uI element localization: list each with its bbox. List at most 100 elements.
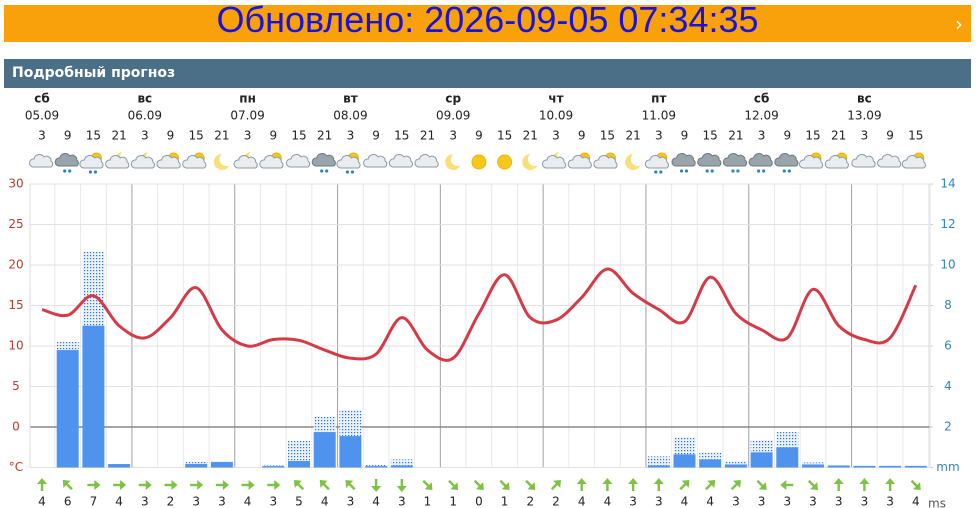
precip-possible (647, 456, 670, 466)
precip-bar (262, 466, 285, 468)
cloud (542, 155, 567, 169)
wind-arrow-head (396, 486, 407, 492)
precip-bar (904, 465, 927, 468)
wind-arrow (499, 479, 510, 490)
y-tick-label: °C (9, 460, 23, 474)
y-tick-label: 30 (8, 177, 23, 191)
drop (684, 169, 689, 173)
y-tick-label: 10 (8, 339, 23, 353)
drop (68, 169, 72, 173)
hour: 15 (394, 129, 409, 143)
weekday: пн (239, 92, 256, 106)
precip-possible (365, 465, 388, 467)
cloud (877, 154, 902, 168)
drop (654, 170, 658, 174)
hour: 21 (831, 129, 846, 143)
wind-speed: 3 (809, 495, 817, 508)
banner-arrow[interactable]: › (955, 12, 963, 36)
cloud (259, 155, 284, 169)
weekday: вт (343, 92, 358, 106)
wind-arrow (653, 478, 664, 491)
wind-arrow-head (450, 482, 459, 490)
wind-arrow (190, 480, 204, 490)
wind-arrow (37, 478, 47, 491)
precip-possible (262, 465, 285, 467)
hour: 15 (86, 129, 101, 143)
y2-tick-label: 6 (944, 339, 952, 353)
wind-speed: 3 (886, 495, 894, 508)
wind-speed: 2 (167, 495, 175, 508)
wind-speed: 2 (526, 495, 534, 508)
precip-bar (776, 447, 799, 468)
hour: 15 (189, 129, 204, 143)
weather-icon (877, 154, 902, 168)
wind-arrow-head (37, 478, 47, 484)
wind-arrow (833, 478, 844, 491)
precip-possible (699, 452, 722, 460)
y-tick-label: 25 (8, 217, 23, 231)
weather-icon (625, 152, 645, 170)
weekday: сб (754, 92, 770, 106)
moon-shade (630, 152, 645, 166)
wind-arrow-head (553, 480, 561, 488)
precip-possible (210, 461, 233, 463)
y2-tick-label: 4 (944, 379, 952, 393)
wind-speed: 4 (912, 495, 920, 508)
cloud (644, 155, 669, 169)
weather-icon (286, 154, 311, 168)
wind-speed: 4 (578, 495, 586, 508)
precip-bar (647, 465, 670, 468)
sun (497, 154, 513, 170)
cloud (799, 155, 824, 169)
wind-arrow-head (248, 480, 255, 490)
cloud (233, 155, 258, 169)
precip-possible (390, 459, 413, 466)
date: 13.09 (847, 109, 881, 123)
wind-arrow (396, 479, 407, 492)
section-header: Подробный прогноз (4, 59, 971, 88)
weekday: вс (137, 92, 152, 106)
wind-speed: 3 (783, 495, 791, 508)
weather-icon (182, 152, 207, 169)
hour: 15 (908, 129, 923, 143)
wind-speed: 4 (38, 495, 46, 508)
cloud (105, 155, 130, 169)
cloud (901, 155, 926, 169)
drop (705, 169, 709, 173)
precip-possible (673, 437, 696, 455)
weather-icon (722, 153, 748, 173)
hour: 9 (886, 129, 894, 143)
weather-icon (54, 153, 79, 173)
wind-speed: 3 (758, 495, 766, 508)
wind-arrow (319, 480, 330, 491)
precip-bar (853, 465, 876, 468)
weather-icon (445, 152, 465, 170)
wind-arrow-head (94, 480, 101, 490)
precip-bar (390, 465, 413, 468)
precip-bar (56, 350, 79, 468)
cloud (722, 153, 748, 167)
wind-speed: 4 (321, 495, 329, 508)
wind-arrow-head (780, 480, 787, 490)
precip-possible (750, 440, 773, 453)
drop (757, 169, 761, 173)
moon-shade (219, 152, 234, 166)
hour: 15 (497, 129, 512, 143)
hour: 21 (111, 129, 126, 143)
weekday: чт (548, 92, 563, 106)
hour: 15 (291, 129, 306, 143)
wind-speed: 3 (269, 495, 277, 508)
drop (63, 169, 67, 173)
date: 06.09 (128, 109, 162, 123)
drop (325, 169, 329, 173)
precip-bar (699, 459, 722, 468)
hour: 3 (449, 129, 457, 143)
hour: 9 (475, 129, 483, 143)
hour: 3 (758, 129, 766, 143)
drop (88, 170, 92, 174)
drop (731, 169, 735, 173)
hour: 9 (64, 129, 72, 143)
hour: 9 (578, 129, 586, 143)
wind-arrow-head (424, 482, 433, 490)
